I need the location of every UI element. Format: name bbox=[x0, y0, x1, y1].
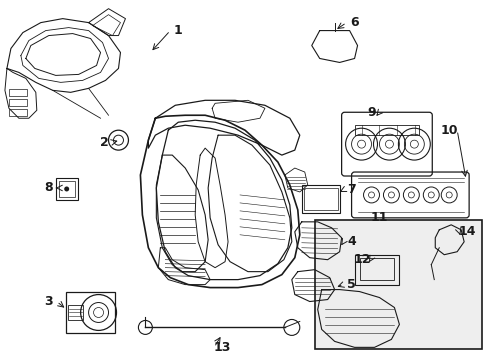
Bar bbox=[56, 178, 78, 200]
Bar bbox=[354, 255, 399, 285]
Text: 5: 5 bbox=[346, 278, 355, 291]
Bar bbox=[65, 292, 115, 333]
Bar bbox=[9, 109, 27, 116]
Bar bbox=[303, 188, 337, 210]
Text: 6: 6 bbox=[349, 16, 358, 29]
Bar bbox=[59, 181, 75, 197]
Bar bbox=[354, 125, 419, 135]
Text: 1: 1 bbox=[174, 24, 182, 37]
Text: 8: 8 bbox=[44, 181, 53, 194]
Text: 7: 7 bbox=[346, 184, 355, 197]
Text: 4: 4 bbox=[346, 235, 355, 248]
Text: 3: 3 bbox=[44, 295, 53, 308]
Bar bbox=[359, 258, 394, 280]
Text: 12: 12 bbox=[353, 253, 370, 266]
Circle shape bbox=[64, 186, 69, 192]
Text: 13: 13 bbox=[213, 341, 230, 354]
Bar bbox=[67, 305, 82, 320]
Bar bbox=[9, 99, 27, 106]
Bar bbox=[301, 185, 339, 213]
Text: 2: 2 bbox=[100, 136, 109, 149]
Text: 11: 11 bbox=[370, 211, 387, 224]
Text: 14: 14 bbox=[457, 225, 475, 238]
Text: 9: 9 bbox=[366, 106, 375, 119]
Bar bbox=[9, 89, 27, 96]
Text: 10: 10 bbox=[440, 124, 457, 137]
Bar bbox=[314, 220, 481, 349]
